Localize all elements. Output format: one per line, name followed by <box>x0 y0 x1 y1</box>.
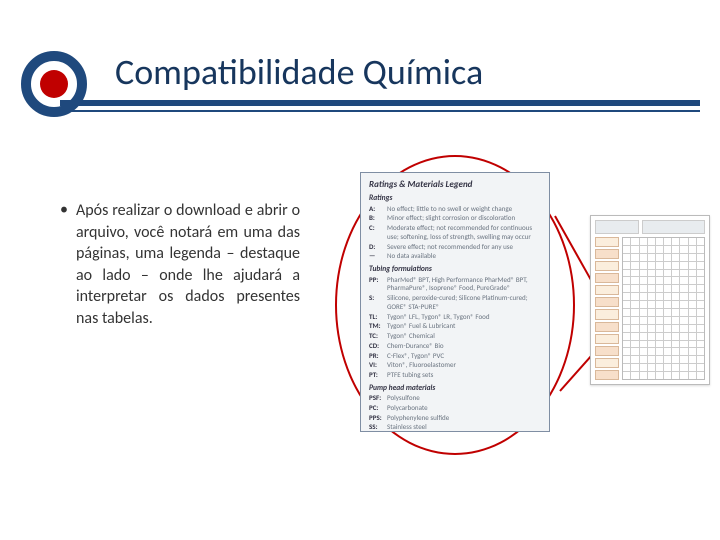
legend-desc: Stainless steel <box>387 423 541 432</box>
legend-section-heading: Ratings <box>369 194 541 203</box>
legend-code: B: <box>369 214 387 223</box>
legend-code: TL: <box>369 313 387 322</box>
legend-desc: Chem-Durance® Bio <box>387 342 541 351</box>
title-underline-thin <box>60 110 700 112</box>
legend-row: —No data available <box>369 252 541 261</box>
legend-row: A:No effect; little to no swell or weigh… <box>369 205 541 214</box>
slide-title: Compatibilidade Química <box>115 50 483 94</box>
doc-thumb-header <box>595 220 705 234</box>
legend-desc: Polycarbonate <box>387 404 541 413</box>
document-thumbnail <box>590 215 710 385</box>
legend-code: C: <box>369 224 387 242</box>
legend-code: PR: <box>369 352 387 361</box>
legend-row: PT:PTFE tubing sets <box>369 371 541 380</box>
legend-code: SS: <box>369 423 387 432</box>
legend-code: CD: <box>369 342 387 351</box>
legend-row: VI:Viton®, Fluoroelastomer <box>369 361 541 370</box>
legend-code: — <box>369 252 387 261</box>
legend-desc: PTFE tubing sets <box>387 371 541 380</box>
body-paragraph: Após realizar o download e abrir o arqui… <box>76 200 300 330</box>
bullet-icon: • <box>60 200 76 330</box>
legend-row: PR:C-Flex®, Tygon® PVC <box>369 352 541 361</box>
legend-desc: Silicone, peroxide-cured; Silicone Plati… <box>387 294 541 312</box>
legend-row: S:Silicone, peroxide-cured; Silicone Pla… <box>369 294 541 312</box>
legend-row: PC:Polycarbonate <box>369 404 541 413</box>
legend-row: PPS:Polyphenylene sulfide <box>369 414 541 423</box>
body-text-block: • Após realizar o download e abrir o arq… <box>60 200 300 330</box>
legend-row: PSF:Polysulfone <box>369 394 541 403</box>
legend-code: PC: <box>369 404 387 413</box>
legend-code: D: <box>369 243 387 252</box>
legend-row: TL:Tygon® LFL, Tygon® LR, Tygon® Food <box>369 313 541 322</box>
legend-desc: Severe effect; not recommended for any u… <box>387 243 541 252</box>
title-underline-thick <box>60 100 700 106</box>
legend-desc: Minor effect; slight corrosion or discol… <box>387 214 541 223</box>
legend-code: TC: <box>369 332 387 341</box>
legend-code: S: <box>369 294 387 312</box>
legend-desc: No data available <box>387 252 541 261</box>
legend-code: TM: <box>369 322 387 331</box>
legend-row: PP:PharMed® BPT, High Performance PharMe… <box>369 276 541 294</box>
legend-desc: Moderate effect; not recommended for con… <box>387 224 541 242</box>
legend-desc: No effect; little to no swell or weight … <box>387 205 541 214</box>
legend-desc: Tygon® LFL, Tygon® LR, Tygon® Food <box>387 313 541 322</box>
legend-code: VI: <box>369 361 387 370</box>
legend-desc: PharMed® BPT, High Performance PharMed® … <box>387 276 541 294</box>
legend-desc: Tygon® Fuel & Lubricant <box>387 322 541 331</box>
legend-desc: Polyphenylene sulfide <box>387 414 541 423</box>
legend-code: A: <box>369 205 387 214</box>
legend-row: CD:Chem-Durance® Bio <box>369 342 541 351</box>
legend-row: TM:Tygon® Fuel & Lubricant <box>369 322 541 331</box>
legend-desc: Tygon® Chemical <box>387 332 541 341</box>
legend-code: PPS: <box>369 414 387 423</box>
legend-code: PP: <box>369 276 387 294</box>
legend-desc: C-Flex®, Tygon® PVC <box>387 352 541 361</box>
legend-section-heading: Tubing formulations <box>369 265 541 274</box>
legend-box: Ratings & Materials Legend Ratings A:No e… <box>360 172 550 432</box>
doc-thumb-grid <box>622 237 705 380</box>
doc-thumb-sidebar <box>595 237 619 380</box>
slide: Compatibilidade Química • Após realizar … <box>0 0 720 540</box>
legend-code: PT: <box>369 371 387 380</box>
legend-row: TC:Tygon® Chemical <box>369 332 541 341</box>
legend-desc: Viton®, Fluoroelastomer <box>387 361 541 370</box>
legend-title: Ratings & Materials Legend <box>369 179 541 190</box>
legend-row: SS:Stainless steel <box>369 423 541 432</box>
legend-desc: Polysulfone <box>387 394 541 403</box>
legend-row: D:Severe effect; not recommended for any… <box>369 243 541 252</box>
legend-row: C:Moderate effect; not recommended for c… <box>369 224 541 242</box>
legend-code: PSF: <box>369 394 387 403</box>
legend-section-heading: Pump head materials <box>369 384 541 393</box>
legend-row: B:Minor effect; slight corrosion or disc… <box>369 214 541 223</box>
